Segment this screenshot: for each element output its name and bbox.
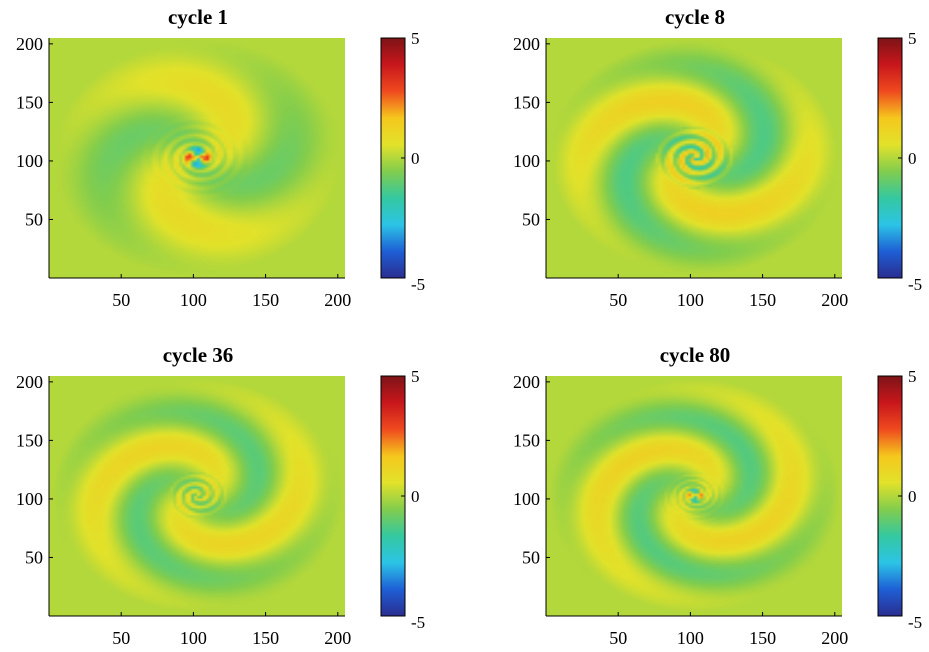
- y-tick-label: 200: [16, 372, 43, 392]
- plot-area: 50 100 150 200 200 150 100 50: [16, 34, 351, 310]
- chart-title: cycle 1: [168, 5, 228, 29]
- x-tick-label: 100: [677, 628, 704, 648]
- y-tick-label: 200: [513, 34, 540, 54]
- y-tick-label: 150: [513, 92, 540, 112]
- y-tick-label: 100: [513, 489, 540, 509]
- heatmap-panel-cycle-36: cycle 36 50 100 150 200 200 150 100 50 5 0 -5: [0, 338, 432, 652]
- y-tick-label: 50: [25, 547, 43, 567]
- y-tick-label: 50: [522, 547, 540, 567]
- colorbar: 5 0 -5: [380, 367, 425, 632]
- y-tick-label: 100: [513, 151, 540, 171]
- colorbar-tick-label: -5: [908, 275, 922, 294]
- heatmap-panel-cycle-1: cycle 1 50 100 150 200 200 150 100 50 5 0 -5: [0, 0, 432, 314]
- colorbar: 5 0 -5: [877, 367, 922, 632]
- heatmap-panel-cycle-80: cycle 80 50 100 150 200 200 150 100 50 5 0 -5: [497, 338, 929, 652]
- x-tick-label: 200: [324, 628, 351, 648]
- y-tick-label: 150: [16, 430, 43, 450]
- plot-area: 50 100 150 200 200 150 100 50: [513, 372, 848, 648]
- x-tick-label: 100: [180, 628, 207, 648]
- colorbar-tick-label: -5: [411, 613, 425, 632]
- heatmap-raster: [546, 376, 842, 616]
- heatmap-panel-cycle-8: cycle 8 50 100 150 200 200 150 100 50 5 0 -5: [497, 0, 929, 314]
- plot-area: 50 100 150 200 200 150 100 50: [16, 372, 351, 648]
- y-tick-label: 50: [522, 209, 540, 229]
- colorbar-tick-label: -5: [908, 613, 922, 632]
- x-tick-label: 50: [609, 628, 627, 648]
- y-tick-label: 200: [16, 34, 43, 54]
- heatmap-raster: [546, 38, 842, 278]
- heatmap-raster: [49, 38, 345, 278]
- colorbar-tick-label: 5: [411, 367, 420, 386]
- y-tick-label: 100: [16, 151, 43, 171]
- chart-title: cycle 80: [660, 343, 731, 367]
- x-tick-label: 150: [252, 290, 279, 310]
- colorbar-tick-label: -5: [411, 275, 425, 294]
- x-tick-label: 150: [252, 628, 279, 648]
- colorbar-tick-label: 5: [411, 29, 420, 48]
- x-tick-label: 100: [677, 290, 704, 310]
- colorbar: 5 0 -5: [877, 29, 922, 294]
- y-tick-label: 150: [513, 430, 540, 450]
- colorbar-tick-label: 5: [908, 29, 917, 48]
- x-tick-label: 200: [324, 290, 351, 310]
- y-tick-label: 200: [513, 372, 540, 392]
- x-tick-label: 200: [821, 290, 848, 310]
- heatmap-raster: [49, 376, 345, 616]
- y-tick-label: 100: [16, 489, 43, 509]
- colorbar-tick-label: 0: [411, 149, 420, 168]
- x-tick-label: 200: [821, 628, 848, 648]
- y-tick-label: 50: [25, 209, 43, 229]
- x-tick-label: 50: [609, 290, 627, 310]
- x-tick-label: 50: [112, 628, 130, 648]
- plot-area: 50 100 150 200 200 150 100 50: [513, 34, 848, 310]
- colorbar-tick-label: 0: [908, 487, 917, 506]
- colorbar-tick-label: 5: [908, 367, 917, 386]
- chart-title: cycle 8: [665, 5, 725, 29]
- x-tick-label: 50: [112, 290, 130, 310]
- y-tick-label: 150: [16, 92, 43, 112]
- colorbar-tick-label: 0: [411, 487, 420, 506]
- colorbar: 5 0 -5: [380, 29, 425, 294]
- x-tick-label: 150: [749, 628, 776, 648]
- colorbar-tick-label: 0: [908, 149, 917, 168]
- x-tick-label: 150: [749, 290, 776, 310]
- chart-title: cycle 36: [163, 343, 234, 367]
- x-tick-label: 100: [180, 290, 207, 310]
